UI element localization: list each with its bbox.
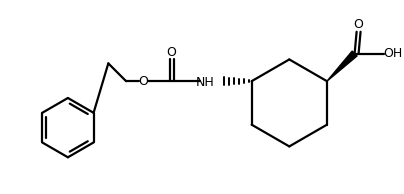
Text: OH: OH: [383, 47, 403, 60]
Text: O: O: [354, 18, 364, 31]
Text: NH: NH: [195, 76, 214, 89]
Text: O: O: [166, 46, 177, 59]
Polygon shape: [327, 51, 357, 81]
Text: O: O: [138, 75, 148, 88]
